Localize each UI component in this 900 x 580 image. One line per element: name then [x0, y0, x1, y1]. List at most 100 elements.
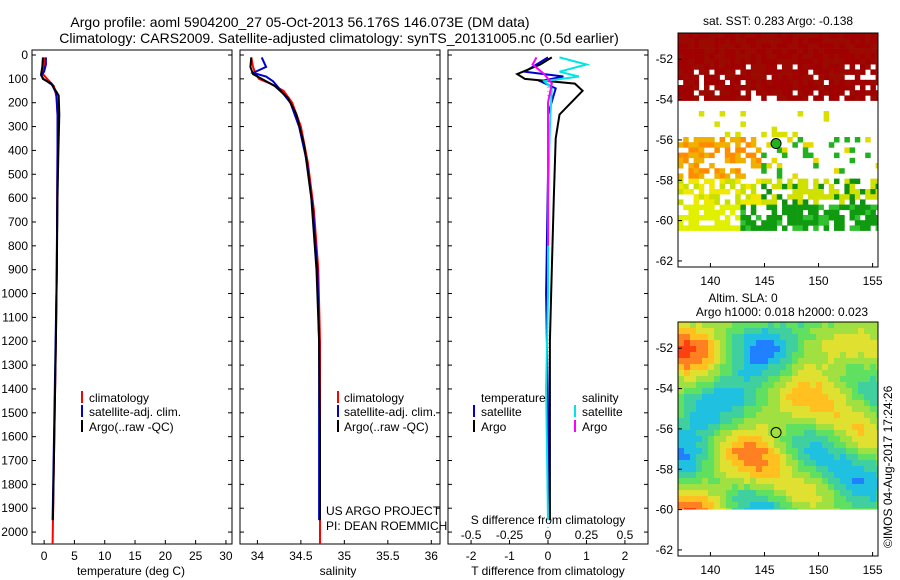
- sla-cell: [834, 466, 841, 473]
- sla-cell: [774, 382, 781, 389]
- sst-cell: [776, 90, 783, 96]
- sla-cell: [834, 502, 841, 509]
- sla-cell: [702, 508, 709, 510]
- sst-cell: [792, 215, 798, 221]
- sla-cell: [702, 382, 709, 389]
- sla-cell: [828, 334, 835, 341]
- sst-cell: [818, 53, 824, 60]
- sla-cell: [684, 466, 691, 473]
- sst-cell: [802, 53, 809, 60]
- sla-cell: [876, 496, 878, 503]
- imos-timestamp: ©IMOS 04-Aug-2017 17:24:26: [881, 385, 895, 548]
- sst-cell: [698, 69, 705, 75]
- sla-cell: [786, 490, 793, 497]
- sst-cell: [740, 38, 746, 44]
- sst-cell: [839, 90, 845, 96]
- sst-cell: [782, 131, 788, 138]
- sst-cell: [750, 142, 757, 148]
- sst-cell: [709, 199, 715, 205]
- sst-cell: [678, 38, 684, 44]
- sla-cell: [726, 370, 733, 377]
- sla-cell: [756, 382, 763, 389]
- sla-cell: [762, 328, 769, 335]
- sst-cell: [704, 43, 710, 49]
- sla-cell: [828, 460, 835, 467]
- sla-cell: [696, 460, 703, 467]
- sla-cell: [816, 496, 823, 503]
- sla-cell: [864, 490, 871, 497]
- sst-cell: [813, 199, 819, 205]
- sst-cell: [787, 59, 793, 65]
- sla-cell: [828, 424, 835, 431]
- sla-cell: [756, 442, 763, 449]
- sla-cell: [798, 400, 805, 407]
- sst-cell: [756, 53, 762, 60]
- sst-cell: [766, 38, 772, 44]
- sst-cell: [714, 59, 720, 65]
- sst-cell: [740, 59, 746, 65]
- sla-cell: [762, 370, 769, 377]
- sst-cell: [844, 95, 850, 101]
- sla-cell: [858, 334, 865, 341]
- sst-cell: [813, 79, 819, 86]
- sst-cell: [875, 79, 878, 86]
- sst-cell: [704, 225, 710, 231]
- sla-cell: [816, 442, 823, 449]
- sla-cell: [852, 490, 859, 497]
- sst-cell: [782, 95, 788, 101]
- sst-cell: [756, 225, 762, 231]
- sst-cell: [704, 209, 710, 216]
- sla-cell: [756, 454, 763, 461]
- sst-cell: [839, 74, 845, 81]
- sla-cell: [828, 412, 835, 419]
- sla-cell: [876, 358, 878, 365]
- sst-cell: [724, 178, 731, 185]
- sst-cell: [688, 220, 694, 226]
- sst-cell: [870, 90, 876, 96]
- sst-cell: [782, 64, 788, 70]
- sla-cell: [720, 394, 727, 401]
- sla-cell: [756, 358, 763, 365]
- sla-cell: [774, 436, 781, 443]
- sst-cell: [724, 225, 731, 231]
- sla-cell: [876, 442, 878, 449]
- sla-cell: [798, 484, 805, 491]
- sla-cell: [756, 406, 763, 413]
- sst-cell: [735, 168, 741, 174]
- sst-cell: [849, 204, 856, 211]
- sst-cell: [693, 204, 700, 211]
- sla-cell: [876, 352, 878, 359]
- sst-cell: [844, 85, 850, 91]
- sla-cell: [834, 328, 841, 335]
- sla-cell: [762, 436, 769, 443]
- sst-cell: [719, 209, 726, 216]
- sla-cell: [804, 418, 811, 425]
- sla-cell: [810, 424, 817, 431]
- sst-cell: [745, 95, 752, 101]
- sla-cell: [828, 490, 835, 497]
- sst-cell: [813, 43, 819, 49]
- sla-cell: [690, 370, 697, 377]
- sla-cell: [696, 400, 703, 407]
- sst-cell: [787, 95, 793, 101]
- sst-cell: [834, 59, 840, 65]
- sla-cell: [864, 484, 871, 491]
- sla-cell: [840, 436, 847, 443]
- sst-cell: [730, 183, 736, 190]
- sla-cell: [774, 340, 781, 347]
- sst-cell: [709, 38, 715, 44]
- sla-cell: [804, 352, 811, 359]
- sst-cell: [693, 137, 700, 143]
- sst-cell: [709, 137, 715, 143]
- sst-cell: [714, 142, 720, 148]
- sst-cell: [688, 79, 694, 86]
- sst-cell: [688, 59, 694, 65]
- sla-cell: [858, 448, 865, 455]
- sla-cell: [810, 466, 817, 473]
- sla-cell: [732, 418, 739, 425]
- sst-cell: [787, 74, 793, 81]
- sla-cell: [720, 466, 727, 473]
- sst-cell: [782, 225, 788, 231]
- sst-cell: [698, 147, 705, 153]
- sst-cell: [797, 220, 804, 226]
